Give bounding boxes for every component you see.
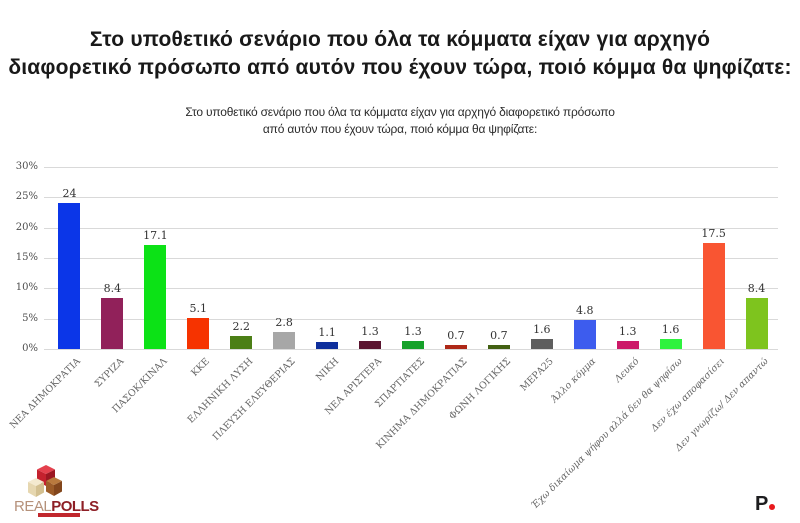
bar-value-label: 24: [62, 187, 77, 201]
chart-bar: [402, 341, 424, 349]
chart-bar: [444, 344, 467, 349]
x-category-label: Άλλο κόμμα: [549, 356, 599, 406]
y-gridline: [44, 197, 778, 199]
chart-bar: [230, 335, 253, 349]
cubes-icon: [28, 465, 62, 497]
bar-value-label: 2.2: [232, 319, 250, 333]
x-category-label: Λευκό: [612, 356, 642, 385]
p-logo-dot: [769, 504, 776, 510]
bar-value-label: 8.4: [747, 282, 766, 296]
bar-value-label: 17.5: [701, 226, 726, 240]
bar-value-label: 0.7: [447, 328, 465, 342]
p-logo-letter: P: [755, 493, 769, 515]
p-logo: P: [755, 493, 776, 515]
chart-bar: [616, 341, 639, 349]
chart-bar: [187, 318, 210, 349]
bar-value-label: 17.1: [143, 229, 168, 243]
chart-bar: [58, 203, 81, 349]
chart-bar: [659, 339, 682, 349]
bar-value-label: 2.8: [275, 316, 293, 329]
chart-bar: [273, 332, 296, 349]
realpolls-text-polls: POLLS: [51, 498, 99, 515]
chart-bar: [745, 298, 768, 349]
y-tick-label: 25%: [15, 191, 38, 203]
chart-bar: [702, 242, 725, 349]
y-gridline: [44, 349, 778, 350]
bar-value-label: 4.8: [576, 303, 594, 317]
y-gridline: [44, 258, 778, 259]
chart-bar: [101, 298, 124, 349]
bar-value-label: 1.3: [404, 325, 422, 339]
bar-value-label: 5.1: [189, 302, 208, 316]
bar-value-label: 1.1: [318, 326, 336, 340]
bar-value-label: 1.3: [361, 325, 379, 339]
realpolls-text-real: REAL: [14, 498, 52, 515]
chart-bar: [487, 344, 510, 349]
chart-bar: [316, 342, 339, 349]
x-category-label: Δεν έχω αποφασίσει: [649, 356, 728, 435]
y-tick-label: 20%: [15, 221, 38, 233]
y-gridline: [44, 227, 778, 229]
y-gridline: [44, 318, 778, 320]
realpolls-wordmark: REALPOLLS: [14, 498, 99, 515]
chart-subtitle-line-1: Στο υποθετικό σενάριο που όλα τα κόμματα…: [185, 105, 615, 119]
x-category-label: ΚΙΝΗΜΑ ΔΗΜΟΚΡΑΤΙΑΣ: [374, 356, 470, 452]
bar-value-label: 1.6: [533, 323, 551, 337]
bar-value-label: 1.3: [618, 325, 637, 339]
realpolls-tagline-strip: [38, 513, 80, 517]
chart-bar: [144, 245, 167, 349]
x-category-label: ΣΥΡΙΖΑ: [92, 356, 127, 390]
x-category-label: ΝΙΚΗ: [313, 356, 341, 384]
x-category-label: ΚΚΕ: [189, 356, 213, 379]
y-tick-label: 0%: [22, 343, 38, 354]
bar-value-label: 1.6: [661, 323, 680, 337]
y-tick-label: 10%: [15, 282, 38, 294]
x-category-label: Έχω δικαίωμα ψήφου αλλά δεν θα ψηφίσω: [528, 356, 685, 512]
bar-value-label: 0.7: [490, 328, 508, 342]
bar-value-label: 8.4: [103, 282, 122, 296]
y-gridline: [44, 167, 778, 168]
x-category-label: Δεν γνωρίζω/ Δεν απαντώ: [672, 356, 771, 454]
y-tick-label: 30%: [15, 161, 38, 172]
chart-bar: [530, 339, 553, 349]
chart-bar: [573, 319, 596, 349]
realpolls-logo: REALPOLLS: [12, 462, 122, 520]
x-category-label: ΠΛΕΥΣΗ ΕΛΕΥΘΕΡΙΑΣ: [211, 356, 298, 443]
y-gridline: [44, 288, 778, 290]
x-category-label: ΜΕΡΑ25: [518, 356, 556, 394]
chart-bar: [359, 341, 382, 349]
page-title: Στο υποθετικό σενάριο που όλα τα κόμματα…: [0, 26, 800, 82]
y-tick-label: 15%: [15, 252, 38, 263]
x-category-label: ΝΕΑ ΔΗΜΟΚΡΑΤΙΑ: [8, 356, 84, 432]
page-title-line-2: διαφορετικό πρόσωπο από αυτόν που έχουν …: [8, 56, 792, 79]
chart-subtitle: Στο υποθετικό σενάριο που όλα τα κόμματα…: [0, 104, 800, 138]
y-tick-label: 5%: [22, 312, 38, 324]
page-title-line-1: Στο υποθετικό σενάριο που όλα τα κόμματα…: [89, 28, 711, 51]
chart-subtitle-line-2: από αυτόν που έχουν τώρα, ποιό κόμμα θα …: [262, 122, 538, 136]
